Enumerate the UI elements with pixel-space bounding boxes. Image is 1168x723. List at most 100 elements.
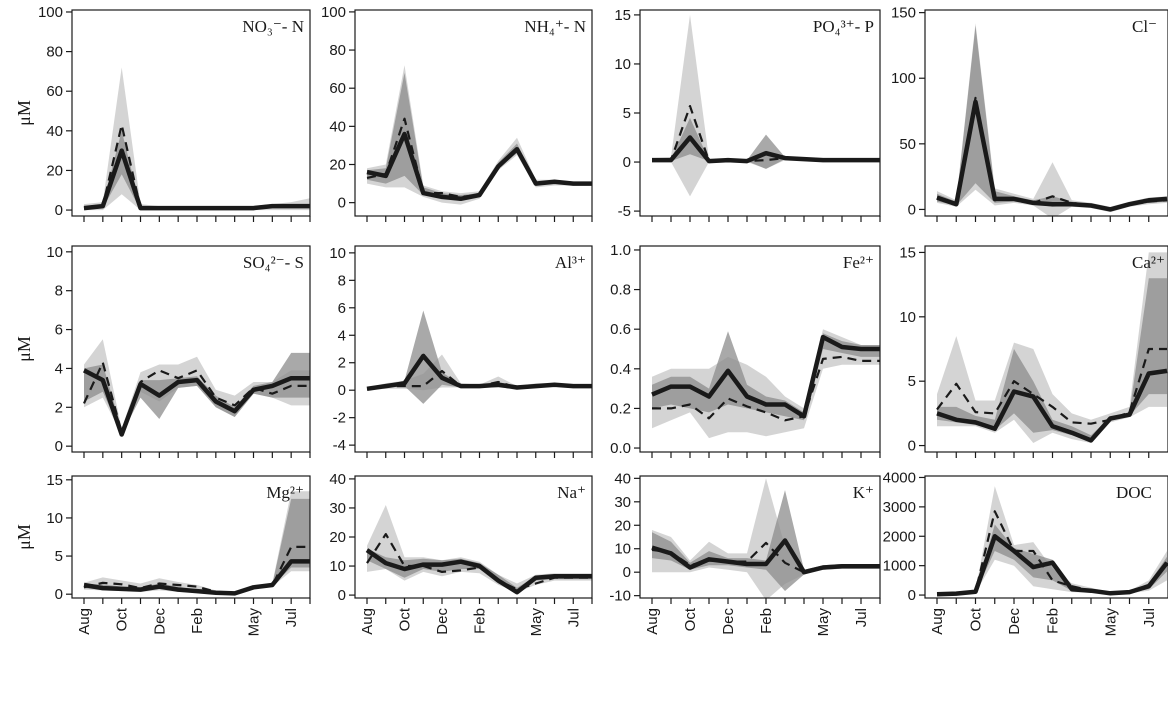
- panel-title: SO₄²⁻- S: [243, 253, 304, 272]
- x-tick-label: Feb: [758, 608, 775, 634]
- plot-area: [651, 478, 880, 598]
- y-tick-label: 0: [623, 564, 631, 581]
- plot-area: [936, 23, 1168, 216]
- series-line-solid: [651, 334, 880, 419]
- plot-area: [83, 491, 310, 596]
- x-tick-label: Jul: [853, 608, 870, 627]
- y-tick-label: 40: [329, 471, 346, 488]
- x-tick-label: Oct: [397, 607, 414, 631]
- y-tick-label: 40: [46, 123, 63, 140]
- series-line-dashed: [936, 347, 1167, 425]
- y-tick-label: 0: [908, 587, 916, 604]
- y-tick-label: 6: [338, 300, 346, 317]
- panel-title: NO₃⁻- N: [242, 17, 304, 36]
- y-tick-label: 5: [908, 373, 916, 390]
- series-line-solid: [82, 368, 310, 437]
- plot-area: [82, 339, 310, 437]
- y-tick-label: 30: [329, 500, 346, 517]
- y-tick-label: 0: [908, 438, 916, 455]
- y-tick-label: 100: [891, 70, 916, 87]
- x-tick-label: May: [246, 608, 263, 637]
- x-tick-label: Feb: [1045, 608, 1062, 634]
- y-tick-label: 4000: [883, 469, 916, 486]
- plot-frame: [71, 9, 311, 217]
- x-tick-label: May: [528, 608, 545, 637]
- panel-title: Al³⁺: [555, 253, 586, 272]
- panel-title: DOC: [1116, 483, 1152, 502]
- x-tick-label: Aug: [359, 608, 376, 635]
- y-tick-label: 0: [338, 195, 346, 212]
- series-line-dashed: [83, 123, 310, 210]
- x-tick-label: Aug: [644, 608, 661, 635]
- x-tick-label: Dec: [720, 608, 737, 635]
- plot-frame: [354, 9, 593, 217]
- range-band-dark: [367, 72, 592, 201]
- y-tick-label: -4: [333, 437, 346, 454]
- y-tick-label: 15: [46, 472, 63, 489]
- series-line-dashed: [651, 541, 880, 574]
- plot-area: [936, 252, 1168, 443]
- chart-panel-8: 0 5 10 15 Ca²⁺: [899, 244, 1168, 458]
- series-line-solid: [366, 353, 592, 392]
- x-tick-label: Jul: [283, 608, 300, 627]
- chart-panel-2: 0 20 40 60 80 100 NH₄⁺- N: [321, 4, 593, 222]
- series-line-dashed: [936, 510, 1168, 596]
- y-tick-label: 0: [55, 438, 63, 455]
- y-tick-label: 100: [321, 4, 346, 21]
- range-band-dark: [84, 352, 310, 435]
- panel-title: K⁺: [853, 483, 874, 502]
- plot-area: [365, 505, 592, 595]
- y-tick-label: 1000: [883, 558, 916, 575]
- series-line-dashed: [83, 361, 310, 434]
- range-band-light: [84, 67, 310, 211]
- panel-title: PO₄³⁺- P: [813, 17, 874, 36]
- y-tick-label: 6: [55, 322, 63, 339]
- y-tick-label: 10: [329, 558, 346, 575]
- series-line-dashed: [936, 96, 1168, 211]
- y-tick-label: 0.8: [610, 282, 631, 299]
- y-tick-label: 0.0: [610, 440, 631, 457]
- y-tick-label: 10: [614, 56, 631, 73]
- y-tick-label: 0: [338, 587, 346, 604]
- chart-panel-5: 0 2 4 6 8 10 SO₄²⁻- S μM: [14, 244, 311, 458]
- range-band-light: [937, 252, 1167, 443]
- plot-frame: [924, 9, 1168, 217]
- x-tick-label: Aug: [76, 608, 93, 635]
- series-line-dashed: [366, 117, 592, 198]
- series-line-solid: [936, 368, 1168, 443]
- plot-frame: [639, 245, 881, 453]
- x-tick-label: May: [1102, 608, 1119, 637]
- plot-frame: [924, 475, 1168, 599]
- y-tick-label: 2: [338, 355, 346, 372]
- y-tick-label: 0: [55, 586, 63, 603]
- panel-title: Ca²⁺: [1132, 253, 1165, 272]
- x-tick-label: Oct: [968, 607, 985, 631]
- range-band-dark: [367, 548, 592, 593]
- x-tick-label: Jul: [565, 608, 582, 627]
- chart-panel-10: 0 10 20 30 40 Aug Oct Dec Feb May Jul Na⁺: [329, 471, 593, 637]
- y-tick-label: -10: [609, 588, 631, 605]
- y-tick-label: 60: [329, 80, 346, 97]
- series-line-dashed: [366, 533, 592, 591]
- chart-panel-11: -10 0 10 20 30 40 Aug Oct Dec Feb May Jul K⁺: [609, 470, 881, 636]
- panel-title: NH₄⁺- N: [524, 17, 586, 36]
- y-tick-label: 80: [329, 42, 346, 59]
- series-line-solid: [652, 135, 880, 164]
- y-tick-label: 150: [891, 5, 916, 22]
- y-tick-label: 10: [899, 309, 916, 326]
- plot-area: [936, 486, 1168, 597]
- x-tick-label: Dec: [151, 608, 168, 635]
- plot-frame: [71, 475, 311, 599]
- y-tick-label: 0: [908, 201, 916, 218]
- y-tick-label: 80: [46, 44, 63, 61]
- x-tick-label: Aug: [929, 608, 946, 635]
- series-line-dashed: [83, 545, 310, 595]
- x-tick-label: Oct: [114, 607, 131, 631]
- panel-title: Mg²⁺: [266, 483, 304, 502]
- y-tick-label: -5: [618, 203, 631, 220]
- y-tick-label: 0: [55, 202, 63, 219]
- y-axis-label: μM: [14, 524, 34, 550]
- y-tick-label: 10: [614, 541, 631, 558]
- y-axis-label: μM: [14, 336, 34, 362]
